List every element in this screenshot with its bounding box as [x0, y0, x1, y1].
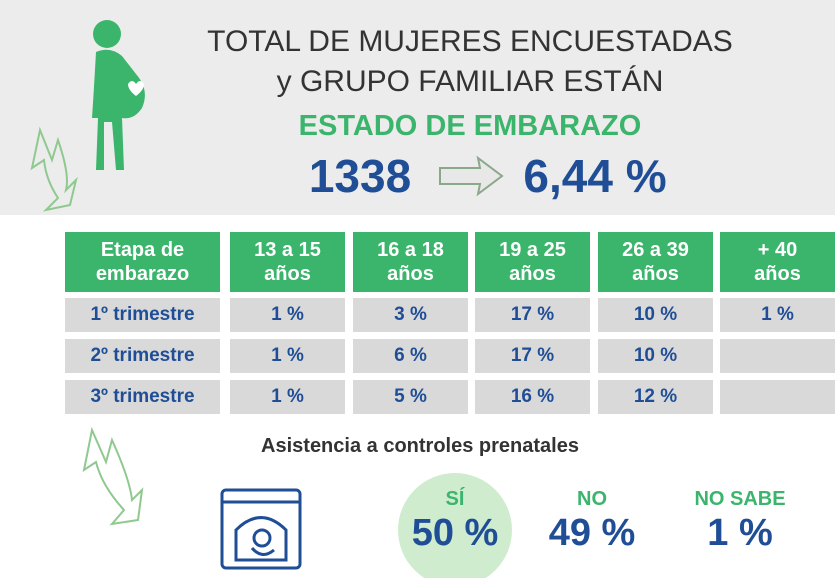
option-value: 50 % [411, 511, 499, 554]
table-cell: 17 % [475, 339, 590, 373]
column-header: 26 a 39 años [598, 232, 713, 292]
highlight-circle [398, 473, 512, 578]
table-cell: 17 % [475, 298, 590, 332]
section-title: Asistencia a controles prenatales [261, 434, 579, 457]
table-cell: 1 % [230, 298, 345, 332]
option-label: NO [577, 487, 607, 510]
table-cell: 16 % [475, 380, 590, 414]
column-header: + 40 años [720, 232, 835, 292]
title-line: y GRUPO FAMILIAR ESTÁN [276, 65, 664, 98]
small-arrow [439, 155, 504, 197]
table-cell: 1 % [230, 380, 345, 414]
table-cell: 3º trimestre [65, 380, 220, 414]
table-cell [720, 339, 835, 373]
table-cell [720, 380, 835, 414]
table-cell: 1 % [720, 298, 835, 332]
table-cell: 1º trimestre [65, 298, 220, 332]
table-cell: 1 % [230, 339, 345, 373]
table-cell: 6 % [353, 339, 468, 373]
pregnant-icon [92, 20, 145, 170]
option-value: 49 % [548, 511, 636, 554]
table-cell: 2º trimestre [65, 339, 220, 373]
table-cell: 12 % [598, 380, 713, 414]
column-header: 19 a 25 años [475, 232, 590, 292]
title-line: TOTAL DE MUJERES ENCUESTADAS [207, 25, 733, 58]
table-cell: 3 % [353, 298, 468, 332]
percent: 6,44 % [523, 150, 667, 202]
column-header: 13 a 15 años [230, 232, 345, 292]
title-highlight: ESTADO DE EMBARAZO [298, 109, 642, 142]
option-label: SÍ [445, 487, 465, 510]
column-header: Etapa de embarazo [65, 232, 220, 292]
column-header: 16 a 18 años [353, 232, 468, 292]
table-cell: 10 % [598, 339, 713, 373]
table-cell: 10 % [598, 298, 713, 332]
table-cell: 5 % [353, 380, 468, 414]
count: 1338 [308, 150, 412, 202]
option-value: 1 % [707, 511, 773, 554]
arrow-icon [30, 126, 144, 526]
ultrasound-icon [220, 488, 302, 570]
option-label: NO SABE [694, 487, 786, 510]
